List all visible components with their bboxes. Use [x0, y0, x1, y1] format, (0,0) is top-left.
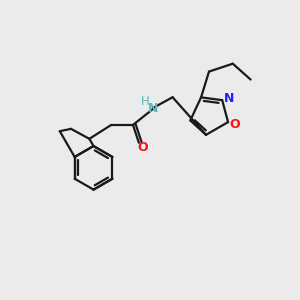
Text: O: O: [230, 118, 240, 130]
Text: N: N: [148, 102, 158, 115]
Text: H: H: [140, 95, 149, 108]
Text: O: O: [138, 141, 148, 154]
Text: N: N: [224, 92, 234, 105]
